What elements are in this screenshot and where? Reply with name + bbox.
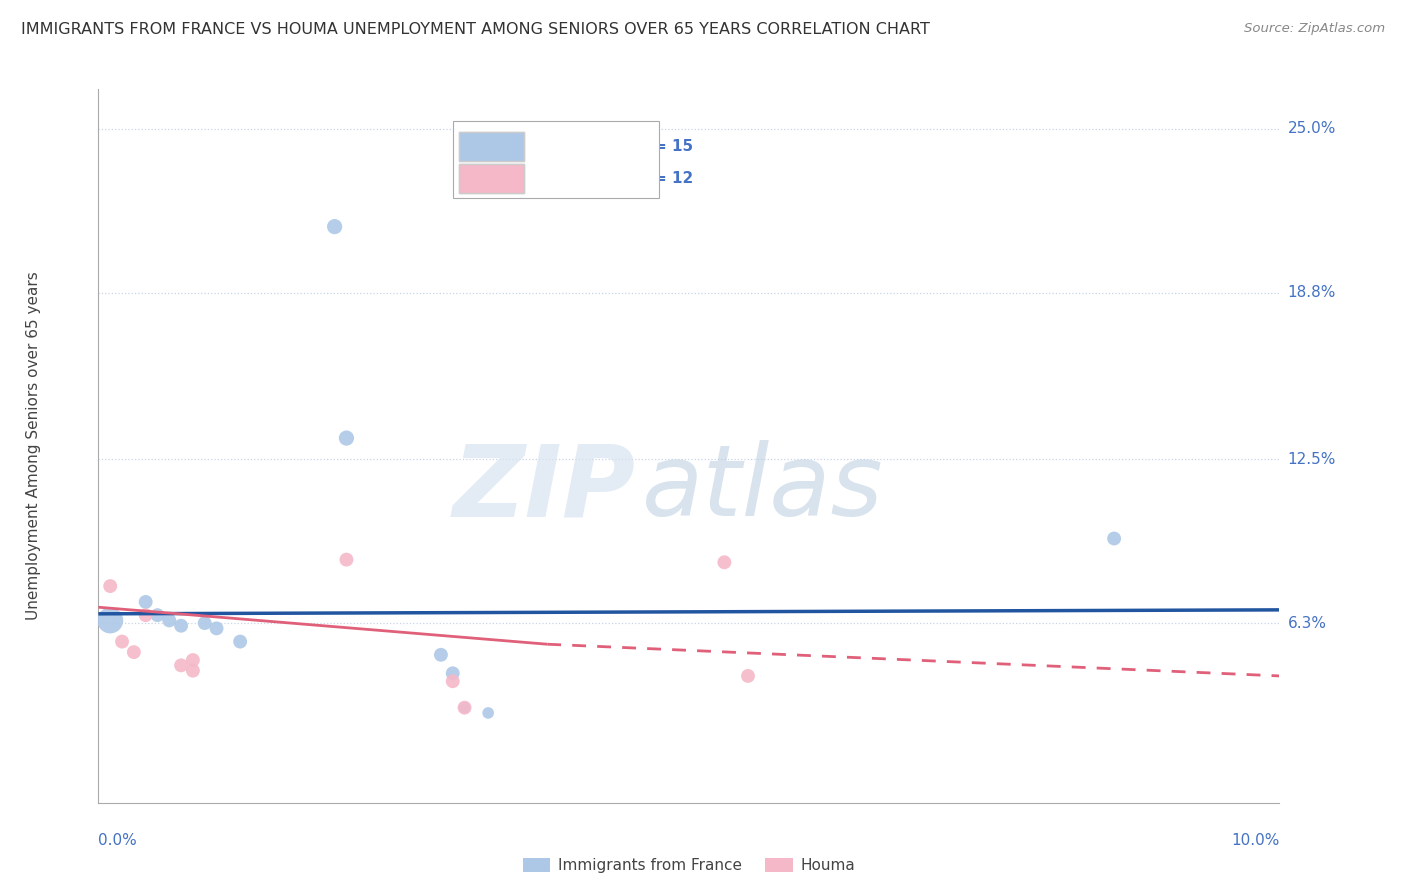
Point xyxy=(453,700,475,714)
Point xyxy=(453,700,475,714)
FancyBboxPatch shape xyxy=(458,164,523,193)
Text: Unemployment Among Seniors over 65 years: Unemployment Among Seniors over 65 years xyxy=(25,272,41,620)
Text: ZIP: ZIP xyxy=(453,441,636,537)
Point xyxy=(181,664,204,678)
Point xyxy=(430,648,453,662)
Point xyxy=(146,608,169,623)
Point xyxy=(477,706,499,720)
Point xyxy=(323,219,346,234)
Text: N = 15: N = 15 xyxy=(636,139,693,153)
Text: 0.012: 0.012 xyxy=(568,139,621,153)
FancyBboxPatch shape xyxy=(458,132,523,161)
Legend: Immigrants from France, Houma: Immigrants from France, Houma xyxy=(516,850,862,880)
Text: 18.8%: 18.8% xyxy=(1288,285,1336,301)
Text: 0.0%: 0.0% xyxy=(98,833,138,848)
Text: 12.5%: 12.5% xyxy=(1288,451,1336,467)
Point xyxy=(441,674,464,689)
Point xyxy=(111,634,134,648)
Text: atlas: atlas xyxy=(641,441,883,537)
Point xyxy=(335,552,357,566)
Point xyxy=(205,621,228,635)
Point xyxy=(135,608,157,623)
Text: R =: R = xyxy=(536,139,568,153)
Point xyxy=(1102,532,1125,546)
Point xyxy=(229,634,252,648)
Point xyxy=(122,645,145,659)
Point xyxy=(135,595,157,609)
Text: -0.185: -0.185 xyxy=(568,171,623,186)
Point xyxy=(98,614,121,628)
Text: IMMIGRANTS FROM FRANCE VS HOUMA UNEMPLOYMENT AMONG SENIORS OVER 65 YEARS CORRELA: IMMIGRANTS FROM FRANCE VS HOUMA UNEMPLOY… xyxy=(21,22,929,37)
Point xyxy=(441,666,464,681)
Text: 6.3%: 6.3% xyxy=(1288,615,1327,631)
Point xyxy=(98,579,121,593)
Text: R =: R = xyxy=(536,171,568,186)
Point xyxy=(335,431,357,445)
Point xyxy=(194,616,217,631)
Text: Source: ZipAtlas.com: Source: ZipAtlas.com xyxy=(1244,22,1385,36)
Point xyxy=(181,653,204,667)
FancyBboxPatch shape xyxy=(453,121,659,198)
Text: 10.0%: 10.0% xyxy=(1232,833,1279,848)
Text: 25.0%: 25.0% xyxy=(1288,121,1336,136)
Point xyxy=(170,658,193,673)
Point xyxy=(737,669,759,683)
Point xyxy=(713,555,735,569)
Text: N = 12: N = 12 xyxy=(636,171,693,186)
Point xyxy=(157,614,180,628)
Point xyxy=(170,618,193,632)
